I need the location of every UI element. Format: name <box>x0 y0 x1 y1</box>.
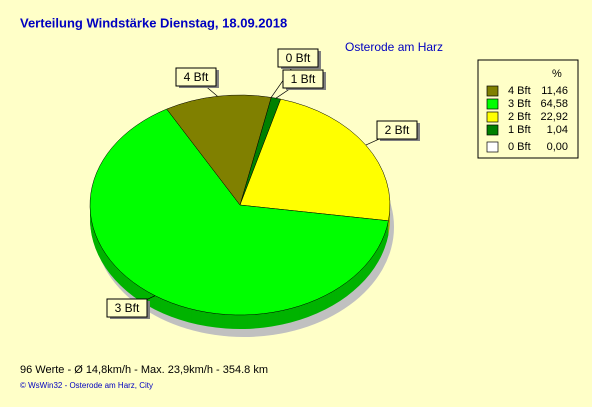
chart-subtitle: Osterode am Harz <box>345 40 443 54</box>
legend-value: 64,58 <box>540 98 568 110</box>
slice-label: 4 Bft <box>184 70 209 84</box>
legend-value: 11,46 <box>541 85 568 97</box>
slice-label: 3 Bft <box>115 301 140 315</box>
legend-label: 0 Bft <box>508 141 531 153</box>
legend-label: 1 Bft <box>508 124 531 136</box>
legend-swatch <box>486 124 499 136</box>
legend-value: 0,00 <box>547 141 568 153</box>
chart-title: Verteilung Windstärke Dienstag, 18.09.20… <box>20 15 287 30</box>
label-box <box>106 298 148 318</box>
slice-label: 2 Bft <box>385 123 410 137</box>
legend-header: % <box>552 68 562 80</box>
slice-label: 0 Bft <box>286 51 311 65</box>
legend-value: 22,92 <box>540 111 568 123</box>
label-box <box>282 69 324 89</box>
legend-label: 3 Bft <box>508 98 531 110</box>
slice-label: 1 Bft <box>291 72 316 86</box>
pie-slice <box>239 98 391 222</box>
pie-slice <box>166 94 272 206</box>
legend-swatch <box>486 98 499 110</box>
footer: 96 Werte - Ø 14,8km/h - Max. 23,9km/h - … <box>20 364 268 376</box>
legend-swatch <box>486 111 499 123</box>
legend-swatch <box>486 85 499 97</box>
credit: © WsWin32 - Osterode am Harz, City <box>20 381 153 390</box>
label-box <box>175 67 217 87</box>
legend-swatch <box>486 141 499 153</box>
legend-label: 2 Bft <box>508 111 531 123</box>
legend-label: 4 Bft <box>508 85 531 97</box>
label-box <box>376 120 418 140</box>
legend-value: 1,04 <box>547 124 568 136</box>
label-box <box>277 48 319 68</box>
